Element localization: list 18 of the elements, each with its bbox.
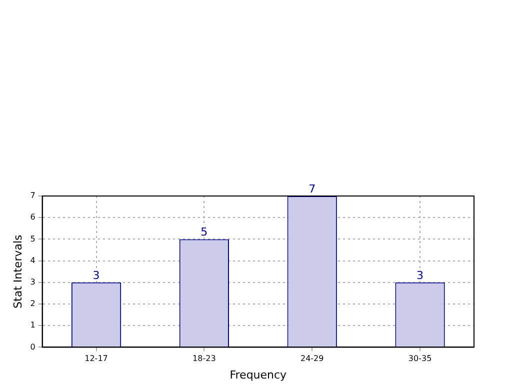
y-axis-title: Stat Intervals: [11, 234, 24, 308]
y-tick-label: 4: [30, 256, 36, 265]
y-tick-label: 2: [30, 299, 36, 308]
x-tick-label: 24-29: [300, 354, 324, 364]
y-tick-label: 1: [30, 320, 36, 330]
y-tick-label: 3: [30, 277, 36, 286]
x-axis-title: Frequency: [230, 368, 288, 382]
y-tick-label: 6: [30, 212, 36, 222]
y-tick-label: 5: [30, 234, 36, 244]
y-tick-label: 0: [30, 342, 36, 352]
data-label: 7: [308, 182, 316, 196]
data-label: 3: [92, 268, 100, 282]
x-tick-label: 12-17: [84, 354, 108, 364]
y-tick-label: 7: [30, 191, 36, 200]
data-label: 5: [200, 226, 208, 239]
data-label: 3: [416, 268, 424, 282]
x-tick-label: 30-35: [408, 354, 432, 364]
x-tick-label: 18-23: [192, 354, 216, 364]
